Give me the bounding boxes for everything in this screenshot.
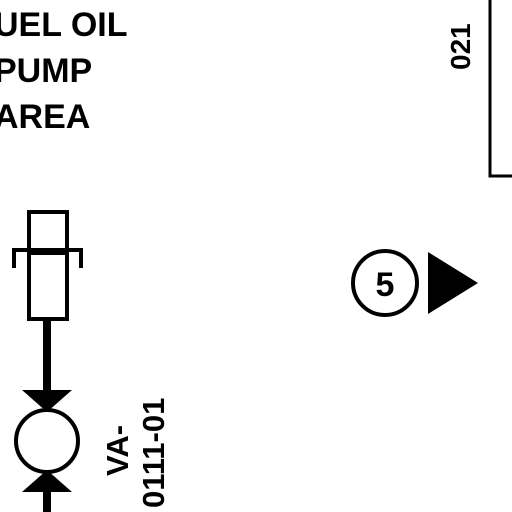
valve-body xyxy=(14,408,80,474)
connector-circle xyxy=(351,249,419,317)
valve-upper-wedge xyxy=(22,390,72,412)
pump-symbol xyxy=(12,210,83,321)
boundary-line xyxy=(488,0,512,178)
off-page-connector: 5 xyxy=(351,249,478,317)
boundary-box: 021 xyxy=(445,0,512,178)
area-label-line-3: AREA xyxy=(0,98,90,136)
area-label: UEL OIL PUMP AREA xyxy=(0,6,128,136)
valve-symbol xyxy=(14,390,80,492)
area-label-line-2: PUMP xyxy=(0,52,92,90)
valve-lower-wedge xyxy=(22,470,72,492)
pump-body xyxy=(27,251,69,321)
connector-number: 5 xyxy=(376,266,395,304)
connector-arrow xyxy=(428,252,478,314)
area-label-line-1: UEL OIL xyxy=(0,6,128,44)
pump-motor-box xyxy=(27,210,69,252)
pump-bracket xyxy=(12,248,83,268)
valve-tag: VA- 0111-01 xyxy=(100,398,171,508)
line-tag: 021 xyxy=(445,23,476,70)
valve-tag-line-2: 0111-01 xyxy=(136,398,171,508)
valve-tag-line-1: VA- xyxy=(100,425,135,476)
